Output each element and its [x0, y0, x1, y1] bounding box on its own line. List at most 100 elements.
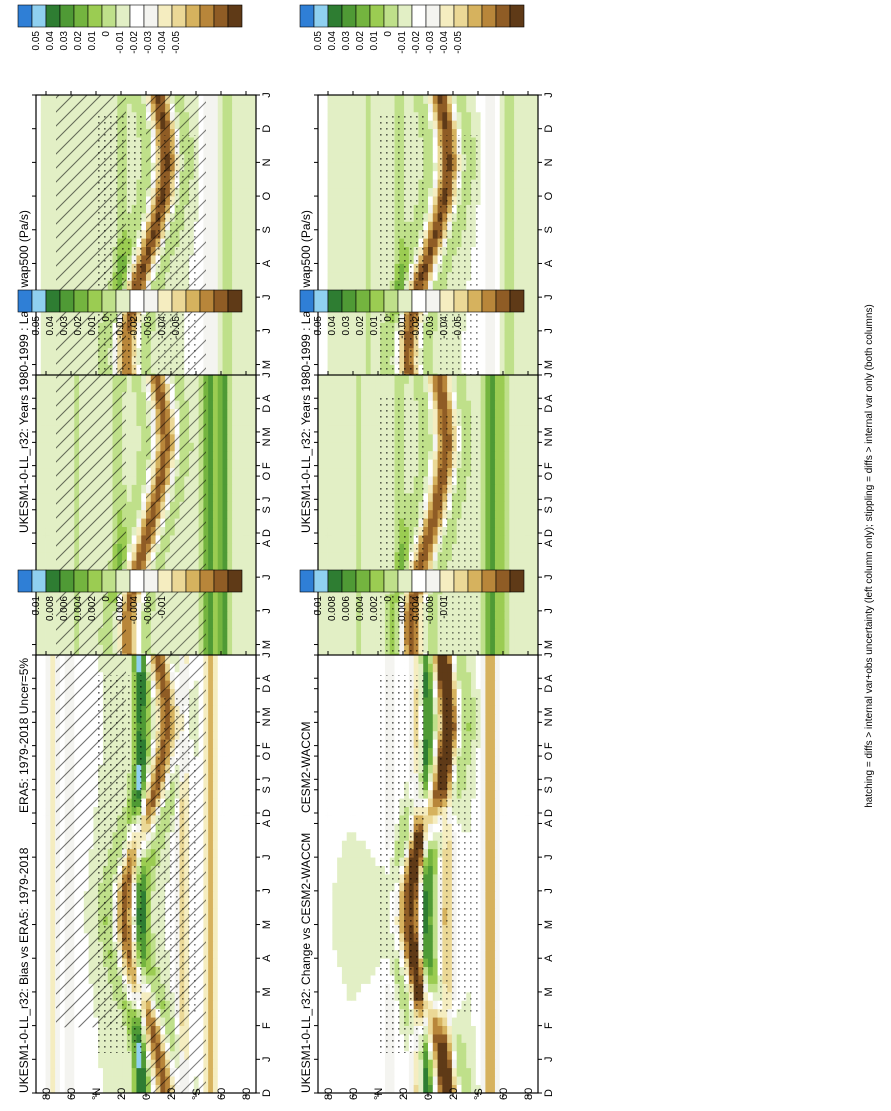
heatmap-cell [523, 339, 529, 349]
heatmap-cell [322, 280, 328, 290]
heatmap-cell [40, 212, 46, 222]
heatmap-cell [480, 263, 486, 273]
heatmap-cell [365, 212, 372, 222]
heatmap-cell [509, 162, 515, 172]
heatmap-cell [528, 280, 534, 290]
heatmap-cell [241, 347, 247, 357]
heatmap-cell [246, 271, 252, 281]
heatmap-cell [361, 364, 367, 374]
heatmap-cell [361, 204, 367, 214]
heatmap-cell [332, 322, 338, 332]
heatmap-cell [327, 255, 333, 264]
heatmap-cell [485, 339, 491, 349]
heatmap-cell [217, 187, 223, 197]
heatmap-cell [241, 221, 247, 231]
heatmap-cell [36, 356, 42, 365]
heatmap-cell [514, 120, 520, 130]
heatmap-cell [351, 339, 357, 349]
heatmap-cell [533, 204, 538, 214]
month-tick-label: J [261, 328, 273, 334]
heatmap-cell [227, 145, 233, 155]
heatmap-cell [322, 330, 328, 340]
heatmap-cell [518, 153, 525, 163]
heatmap-cell [475, 204, 482, 214]
heatmap-cell [408, 95, 415, 104]
heatmap-cell [227, 314, 233, 323]
heatmap-cell [222, 187, 228, 197]
heatmap-cell [236, 153, 243, 163]
heatmap-cell [428, 314, 434, 323]
heatmap-cell [251, 162, 256, 172]
heatmap-cell [40, 263, 46, 273]
heatmap-cell [490, 263, 496, 273]
heatmap-cell [509, 145, 515, 155]
heatmap-cell [490, 204, 496, 214]
heatmap-cell [514, 322, 520, 332]
heatmap-cell [236, 162, 243, 172]
heatmap-cell [356, 170, 362, 180]
heatmap-cell [518, 238, 525, 248]
heatmap-cell [212, 103, 219, 113]
heatmap-cell [246, 187, 252, 197]
heatmap-cell [375, 347, 381, 357]
heatmap-cell [332, 170, 338, 180]
heatmap-cell [222, 153, 228, 163]
heatmap-cell [504, 170, 510, 180]
heatmap-cell [475, 364, 482, 374]
heatmap-cell [523, 255, 529, 264]
heatmap-cell [241, 162, 247, 172]
heatmap-cell [499, 356, 505, 365]
heatmap-cell [337, 356, 343, 365]
heatmap-cell [361, 95, 367, 104]
heatmap-cell [528, 356, 534, 365]
heatmap-cell [418, 103, 424, 113]
heatmap-cell [222, 128, 228, 138]
heatmap-cell [241, 297, 247, 306]
heatmap-cell [337, 271, 343, 281]
heatmap-cell [485, 330, 491, 340]
heatmap-cell [246, 246, 252, 256]
heatmap-cell [499, 145, 505, 155]
heatmap-cell [318, 280, 324, 290]
heatmap-cell [251, 196, 256, 205]
heatmap-cell [480, 246, 486, 256]
heatmap-cell [236, 179, 243, 189]
heatmap-cell [50, 271, 56, 281]
heatmap-cell [318, 364, 324, 374]
heatmap-cell [523, 322, 529, 332]
heatmap-cell [509, 212, 515, 222]
heatmap-cell [370, 179, 376, 189]
heatmap-cell [375, 95, 381, 104]
heatmap-cell [370, 347, 376, 357]
heatmap-cell [499, 271, 505, 281]
heatmap-cell [504, 238, 510, 248]
heatmap-cell [514, 95, 520, 104]
heatmap-cell [212, 322, 219, 332]
heatmap-cell [480, 111, 486, 121]
heatmap-cell [318, 246, 324, 256]
heatmap-cell [40, 120, 46, 130]
heatmap-cell [327, 246, 333, 256]
heatmap-cell [332, 263, 338, 273]
heatmap-cell [528, 170, 534, 180]
heatmap-cell [533, 288, 538, 298]
heatmap-cell [523, 196, 529, 205]
heatmap-cell [346, 356, 352, 365]
heatmap-cell [494, 347, 501, 357]
heatmap-cell [361, 271, 367, 281]
heatmap-cell [499, 314, 505, 323]
heatmap-cell [475, 120, 482, 130]
heatmap-cell [45, 356, 51, 365]
heatmap-cell [514, 347, 520, 357]
heatmap-cell [356, 246, 362, 256]
heatmap-cell [523, 95, 529, 104]
heatmap-cell [337, 221, 343, 231]
heatmap-cell [222, 238, 228, 248]
heatmap-cell [322, 153, 328, 163]
heatmap-cell [428, 196, 434, 205]
heatmap-cell [227, 229, 233, 239]
heatmap-cell [222, 255, 228, 264]
heatmap-cell [212, 137, 219, 146]
heatmap-cell [518, 187, 525, 197]
heatmap-cell [494, 179, 501, 189]
